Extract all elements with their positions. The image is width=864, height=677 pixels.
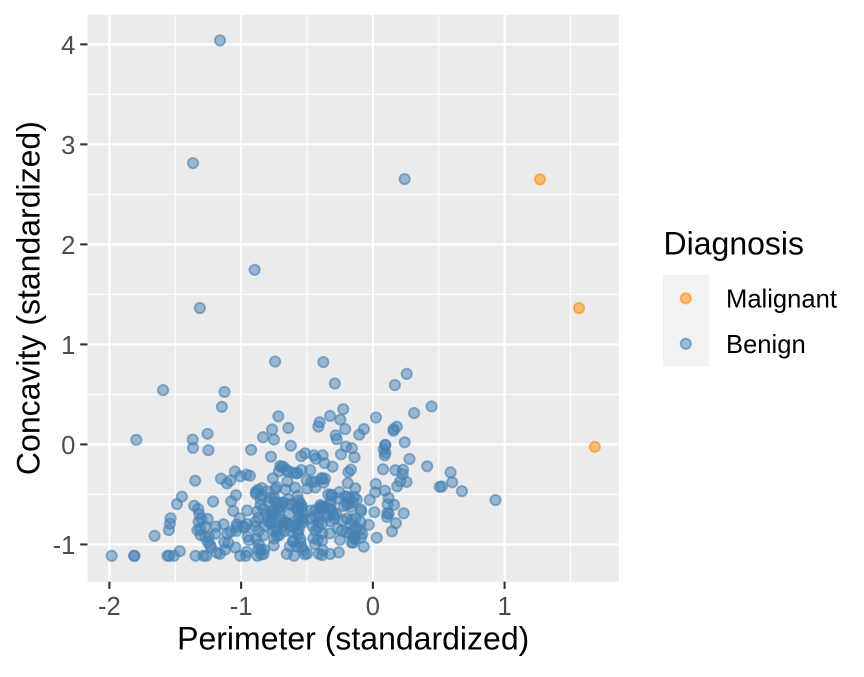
svg-text:-2: -2 xyxy=(98,593,121,621)
svg-text:2: 2 xyxy=(61,232,75,260)
svg-text:1: 1 xyxy=(61,332,75,360)
svg-text:4: 4 xyxy=(61,32,75,60)
svg-text:-1: -1 xyxy=(230,593,253,621)
svg-text:Benign: Benign xyxy=(726,331,806,359)
svg-text:0: 0 xyxy=(61,432,75,460)
svg-text:Diagnosis: Diagnosis xyxy=(664,225,805,261)
svg-text:1: 1 xyxy=(497,593,511,621)
svg-text:Perimeter (standardized): Perimeter (standardized) xyxy=(177,620,529,656)
svg-text:Concavity (standardized): Concavity (standardized) xyxy=(11,121,47,475)
svg-text:3: 3 xyxy=(61,132,75,160)
svg-text:Malignant: Malignant xyxy=(726,286,837,314)
svg-text:-1: -1 xyxy=(53,532,76,560)
svg-text:0: 0 xyxy=(366,593,380,621)
